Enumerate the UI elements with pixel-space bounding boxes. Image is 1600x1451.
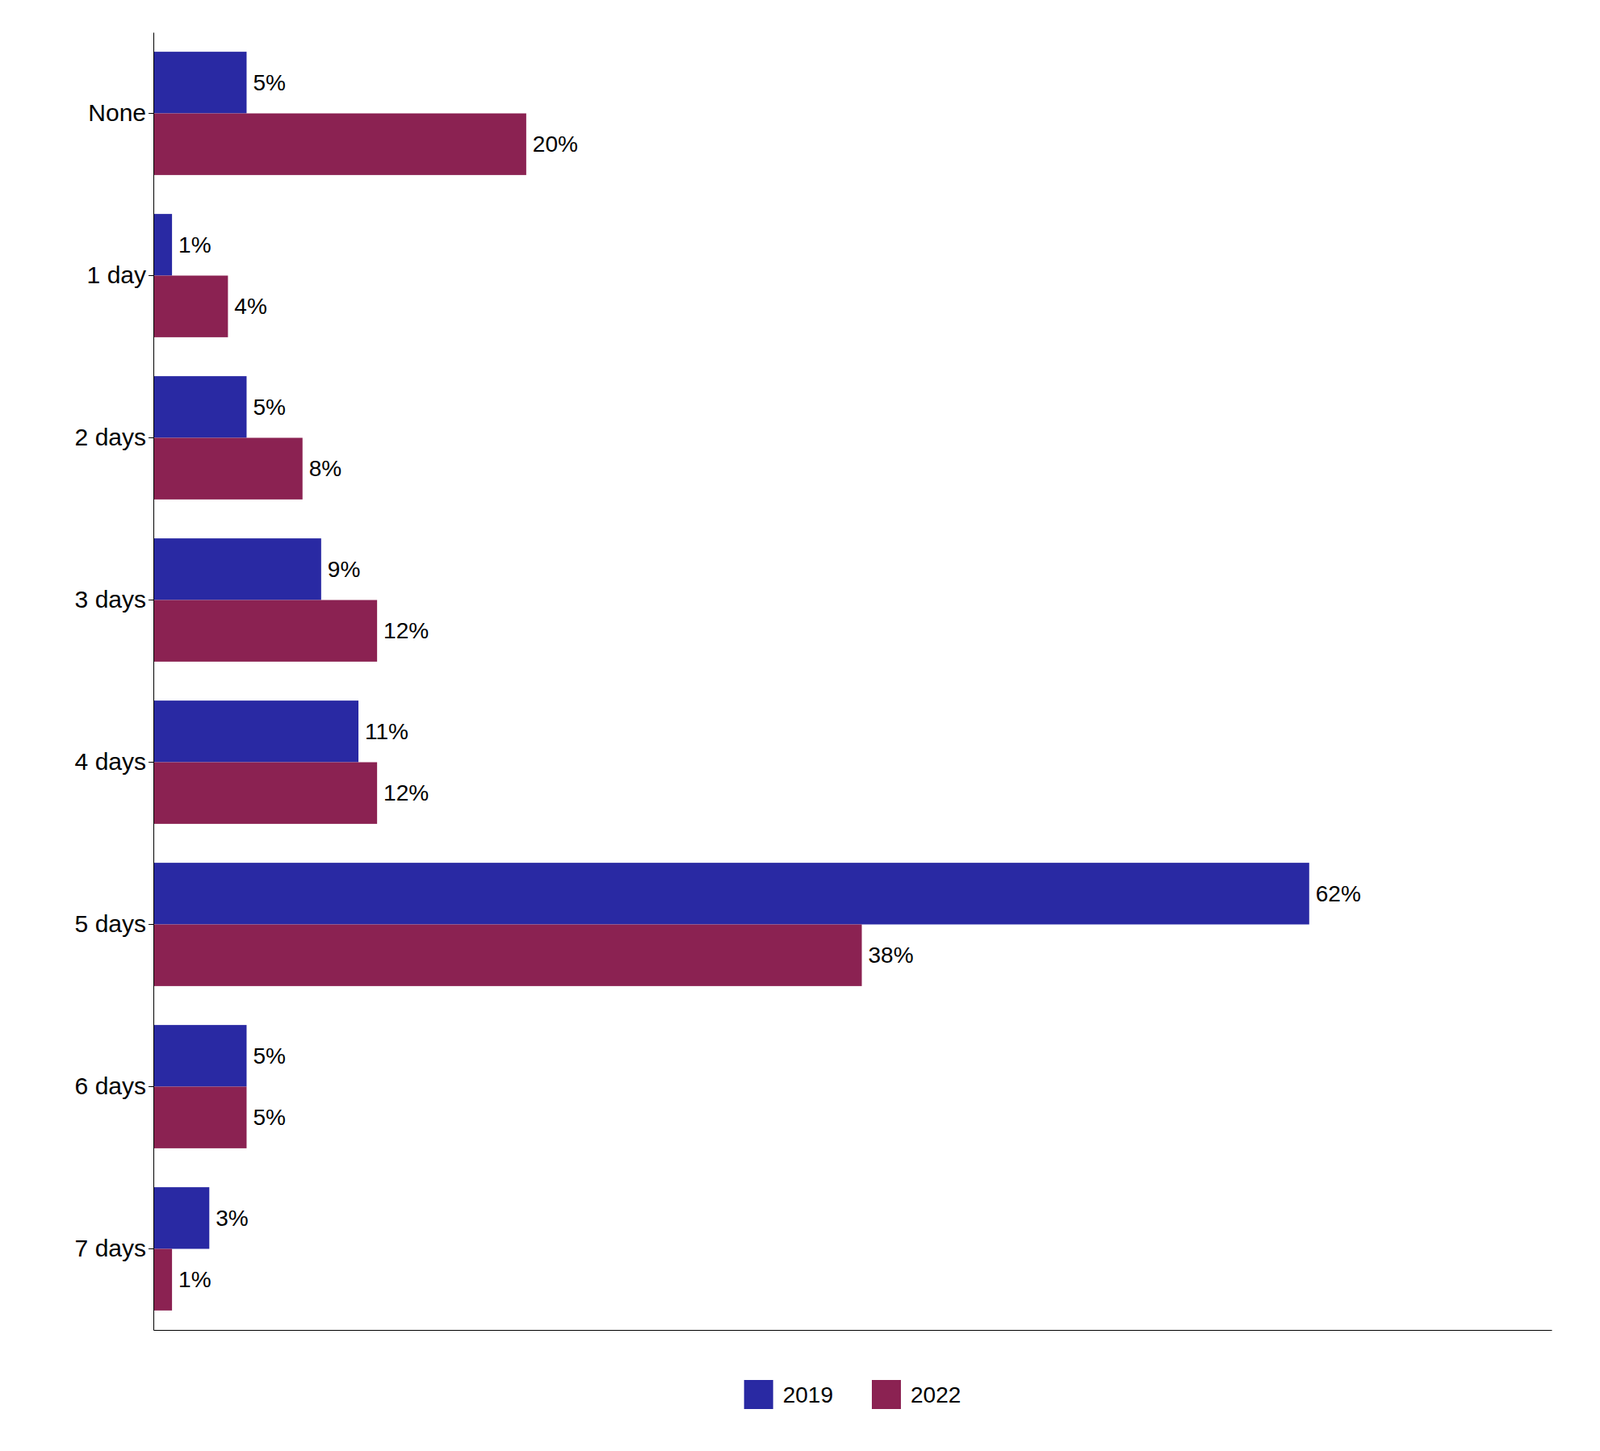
data-label: 1%	[178, 1267, 211, 1293]
bars	[153, 51, 1310, 1311]
y-tick-mark	[148, 599, 154, 601]
bar	[153, 1187, 210, 1249]
chart: 5% 1% 5% 9% 11% 62% 5% 3% 20% 4% 8% 12% 12% 38% 5% 1% No…	[0, 0, 1600, 1451]
data-label: 5%	[252, 1105, 285, 1131]
y-tick-label: 5 days	[75, 910, 147, 938]
data-label: 20%	[532, 131, 579, 157]
legend-swatch	[744, 1380, 774, 1410]
bar	[153, 113, 527, 176]
y-tick-mark	[148, 1086, 154, 1088]
legend-label: 2019	[783, 1382, 834, 1408]
data-label: 38%	[868, 942, 914, 968]
bar	[153, 438, 303, 500]
data-label: 9%	[327, 557, 361, 583]
y-tick-mark	[148, 762, 154, 763]
bar	[153, 213, 172, 276]
y-tick: 1 day	[87, 261, 154, 289]
legend-swatch	[871, 1380, 901, 1410]
bar	[153, 700, 359, 763]
y-tick: 7 days	[75, 1235, 154, 1262]
data-label: 12%	[383, 780, 429, 806]
y-tick-label: 4 days	[75, 748, 147, 775]
y-tick-mark	[148, 1248, 154, 1250]
legend-item: 2022	[871, 1380, 961, 1410]
y-tick-mark	[148, 113, 154, 114]
plot: 5% 1% 5% 9% 11% 62% 5% 3% 20% 4% 8% 12% 12% 38% 5% 1% No…	[75, 33, 1553, 1332]
data-labels: 5% 1% 5% 9% 11% 62% 5% 3% 20% 4% 8% 12% 12% 38% 5% 1%	[178, 70, 1362, 1293]
data-label: 5%	[252, 394, 285, 420]
y-tick-label: 3 days	[75, 586, 147, 613]
bar	[153, 862, 1310, 925]
bar	[153, 925, 863, 987]
y-tick: 6 days	[75, 1072, 154, 1100]
bar	[153, 1087, 247, 1149]
y-axis-line	[153, 33, 155, 1332]
data-label: 4%	[234, 293, 267, 319]
y-tick: 5 days	[75, 910, 154, 938]
bar	[153, 276, 228, 338]
y-tick-label: None	[87, 99, 147, 126]
data-label: 3%	[215, 1206, 248, 1232]
bar	[153, 600, 377, 662]
y-tick: 4 days	[75, 748, 154, 775]
bar	[153, 1025, 247, 1087]
y-tick-mark	[148, 437, 154, 439]
data-label: 5%	[252, 70, 285, 96]
bar	[153, 538, 322, 600]
data-label: 12%	[383, 618, 429, 644]
x-axis-line	[154, 1330, 1553, 1332]
y-axis: None 1 day 2 days 3 days 4 days 5 days 6 days 7…	[75, 33, 155, 1332]
data-label: 5%	[252, 1043, 285, 1069]
y-tick: None	[87, 99, 154, 126]
legend-item: 2019	[744, 1380, 834, 1410]
bar	[153, 1249, 172, 1311]
bar	[153, 51, 247, 114]
y-tick: 2 days	[75, 423, 154, 451]
y-tick-label: 2 days	[75, 423, 147, 451]
y-tick-label: 6 days	[75, 1072, 147, 1100]
data-label: 11%	[364, 719, 409, 745]
x-axis	[154, 1330, 1553, 1332]
legend-label: 2022	[910, 1382, 961, 1408]
data-label: 8%	[309, 456, 342, 482]
y-tick-mark	[148, 924, 154, 926]
data-label: 62%	[1315, 881, 1362, 907]
legend: 2019 2022	[744, 1380, 962, 1410]
data-label: 1%	[178, 232, 211, 258]
y-tick-mark	[148, 275, 154, 277]
bar	[153, 762, 377, 825]
bar	[153, 376, 247, 438]
y-tick-label: 7 days	[75, 1235, 147, 1262]
y-tick: 3 days	[75, 586, 154, 613]
y-tick-label: 1 day	[87, 261, 147, 289]
